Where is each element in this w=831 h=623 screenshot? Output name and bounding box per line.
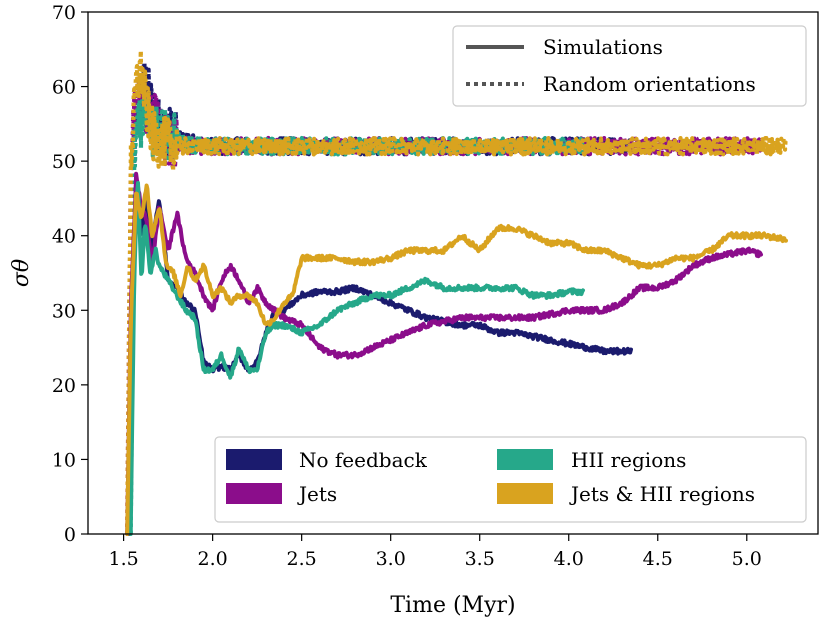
legend-label-hii-regions: HII regions bbox=[571, 448, 686, 472]
legend-label-jets-hii-regions: Jets & HII regions bbox=[569, 482, 755, 506]
y-tick-label: 10 bbox=[52, 449, 76, 471]
color-legend: No feedback HII regions Jets Jets & HII … bbox=[214, 436, 807, 523]
legend-patch-hii-regions bbox=[497, 449, 553, 470]
x-tick-label: 3.5 bbox=[465, 548, 495, 570]
axes-frame bbox=[87, 11, 819, 535]
y-tick-label: 60 bbox=[52, 77, 76, 99]
x-tick-label: 1.5 bbox=[109, 548, 139, 570]
color-legend-box bbox=[214, 436, 807, 523]
y-tick-label: 20 bbox=[52, 375, 76, 397]
axis-ticks: 1.5 2.0 2.5 3.0 3.5 4.0 4.5 5.0 0 10 20 30 40 50 60 70 bbox=[52, 2, 762, 570]
x-tick-label: 3.0 bbox=[376, 548, 406, 570]
legend-patch-no-feedback bbox=[226, 449, 282, 470]
legend-patch-jets-hii-regions bbox=[497, 483, 553, 504]
y-tick-label: 50 bbox=[52, 151, 76, 173]
x-tick-label: 2.0 bbox=[198, 548, 228, 570]
x-tick-label: 4.0 bbox=[554, 548, 584, 570]
y-tick-label: 30 bbox=[52, 300, 76, 322]
legend-label-no-feedback: No feedback bbox=[299, 448, 428, 472]
y-tick-label: 0 bbox=[64, 524, 76, 546]
y-axis-label: σθ bbox=[9, 259, 34, 287]
legend-patch-jets bbox=[226, 483, 282, 504]
legend-label-jets: Jets bbox=[297, 482, 337, 506]
x-axis-label: Time (Myr) bbox=[390, 593, 515, 618]
simulation-line-hii-regions bbox=[128, 181, 585, 536]
random-orientations-line-jets-hii-regions bbox=[125, 48, 789, 535]
x-tick-label: 5.0 bbox=[732, 548, 762, 570]
y-tick-label: 70 bbox=[52, 2, 76, 24]
y-tick-label: 40 bbox=[52, 226, 76, 248]
x-tick-label: 4.5 bbox=[643, 548, 673, 570]
plot-area bbox=[125, 48, 789, 536]
simulation-line-jets-hii-regions bbox=[125, 183, 788, 536]
simulation-line-jets bbox=[125, 171, 763, 536]
x-tick-label: 2.5 bbox=[287, 548, 317, 570]
style-legend-box bbox=[452, 25, 807, 107]
legend-label-simulations: Simulations bbox=[543, 35, 663, 59]
legend-label-random-orientations: Random orientations bbox=[543, 72, 756, 96]
style-legend: Simulations Random orientations bbox=[452, 25, 807, 107]
